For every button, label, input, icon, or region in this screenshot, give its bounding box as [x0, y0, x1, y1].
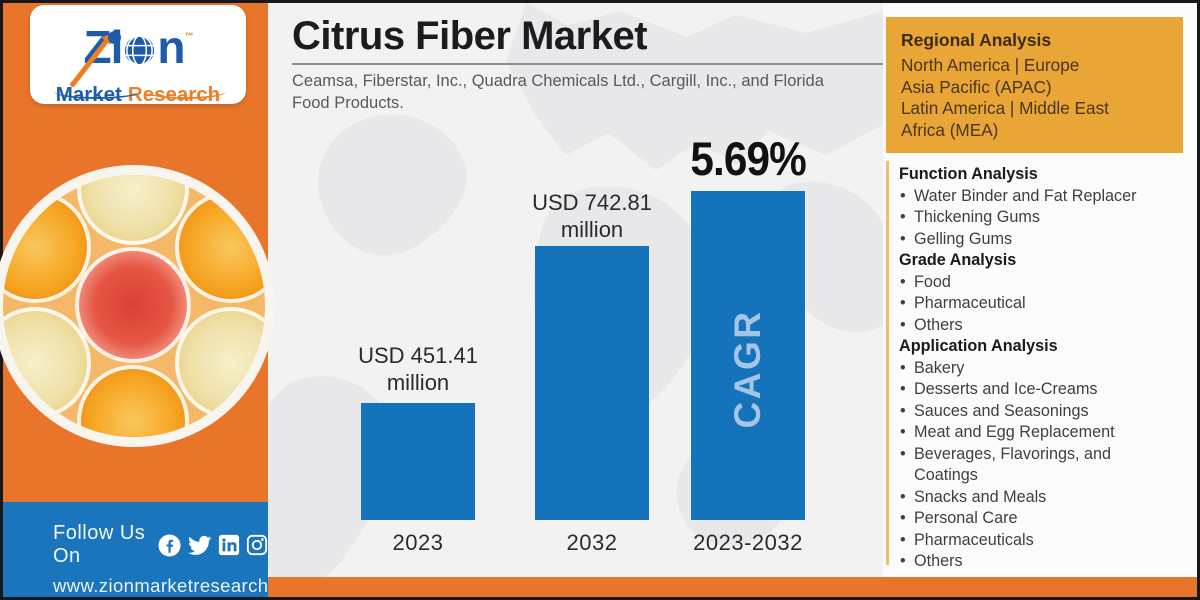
value-2032-unit: million [560, 217, 624, 242]
follow-us-label: Follow Us On [53, 522, 146, 567]
citrus-slice [3, 191, 91, 303]
list-item: Gelling Gums [899, 229, 1161, 251]
vertical-divider [886, 161, 889, 565]
logo-underline-blue [54, 91, 140, 99]
center-panel: Citrus Fiber Market Ceamsa, Fiberstar, I… [268, 3, 883, 597]
linkedin-icon[interactable] [218, 534, 240, 556]
bar-value-label-2023: USD 451.41 million [308, 342, 528, 396]
regional-line: North America | Europe [901, 55, 1080, 75]
axis-label-2023: 2023 [392, 530, 444, 555]
list-item: Others [899, 551, 1161, 573]
social-footer: Follow Us On www.zionmarketresearch.com [3, 502, 311, 597]
list-item: Thickening Gums [899, 207, 1161, 229]
logo-text-n: n [157, 21, 185, 73]
application-analysis-title: Application Analysis [899, 337, 1058, 355]
list-item: Sauces and Seasonings [899, 401, 1161, 423]
subtitle-line-2: Food Products. [292, 93, 404, 112]
value-2023-amount: USD 451.41 [358, 343, 478, 368]
logo-wordmark: Zin™ [30, 21, 246, 88]
title-divider [292, 63, 883, 65]
list-item: Snacks and Meals [899, 487, 1161, 509]
website-link[interactable]: www.zionmarketresearch.com [53, 575, 311, 596]
logo-underline-orange [146, 91, 226, 99]
bottom-accent-bar [268, 577, 1197, 597]
bar-2032 [535, 246, 649, 520]
twitter-icon[interactable] [187, 533, 212, 558]
list-item: Water Binder and Fat Replacer [899, 186, 1161, 208]
regional-line: Africa (MEA) [901, 119, 999, 140]
citrus-fruit-photo [0, 165, 275, 447]
zion-market-research-logo: Zin™ Market Research [30, 5, 246, 104]
list-item: Pharmaceuticals [899, 530, 1161, 552]
function-analysis-title: Function Analysis [899, 165, 1038, 183]
axis-label-2032: 2032 [566, 530, 618, 555]
list-item: Beverages, Flavorings, and Coatings [899, 444, 1161, 487]
regional-analysis-box: Regional Analysis North America | Europe… [886, 17, 1183, 153]
citrus-slice [77, 175, 189, 245]
social-icons-row [158, 533, 268, 558]
left-panel: Zin™ Market Research Follow Us On [0, 3, 311, 597]
list-item: Meat and Egg Replacement [899, 422, 1161, 444]
value-2032-amount: USD 742.81 [532, 190, 652, 215]
regional-line: Latin America | Middle East [901, 98, 1109, 119]
bar-2023 [361, 403, 475, 520]
list-item: Bakery [899, 358, 1161, 380]
cagr-percent-label: 5.69% [690, 132, 806, 185]
bar-cagr: CAGR [691, 191, 805, 520]
citrus-slice [175, 191, 265, 303]
logo-dot-icon [108, 31, 121, 44]
bar-value-label-2032: USD 742.81 million [482, 189, 702, 243]
citrus-slice [3, 307, 91, 419]
list-item: Others [899, 315, 1161, 337]
cagr-bar-text: CAGR [727, 309, 768, 429]
subtitle-line-1: Ceamsa, Fiberstar, Inc., Quadra Chemical… [292, 72, 824, 90]
regional-line: Asia Pacific (APAC) [901, 76, 1052, 97]
list-item: Personal Care [899, 508, 1161, 530]
value-2023-unit: million [386, 370, 450, 395]
list-item: Pharmaceutical [899, 293, 1161, 315]
page-title: Citrus Fiber Market [292, 14, 648, 58]
right-panel: Regional Analysis North America | Europe… [883, 3, 1197, 597]
segmentation-lists: Function Analysis Water Binder and Fat R… [899, 164, 1161, 573]
regional-analysis-title: Regional Analysis [901, 30, 1052, 50]
grade-analysis-title: Grade Analysis [899, 251, 1017, 269]
trademark-symbol: ™ [184, 31, 194, 41]
list-item: Desserts and Ice-Creams [899, 379, 1161, 401]
citrus-slice [77, 365, 189, 437]
instagram-icon[interactable] [246, 534, 268, 556]
list-item: Food [899, 272, 1161, 294]
facebook-icon[interactable] [158, 533, 181, 557]
key-players-subtitle: Ceamsa, Fiberstar, Inc., Quadra Chemical… [292, 71, 824, 114]
globe-icon [125, 35, 155, 66]
grapefruit-slice [75, 247, 191, 363]
axis-label-2023-2032: 2023-2032 [693, 530, 803, 555]
citrus-slice [175, 307, 265, 419]
